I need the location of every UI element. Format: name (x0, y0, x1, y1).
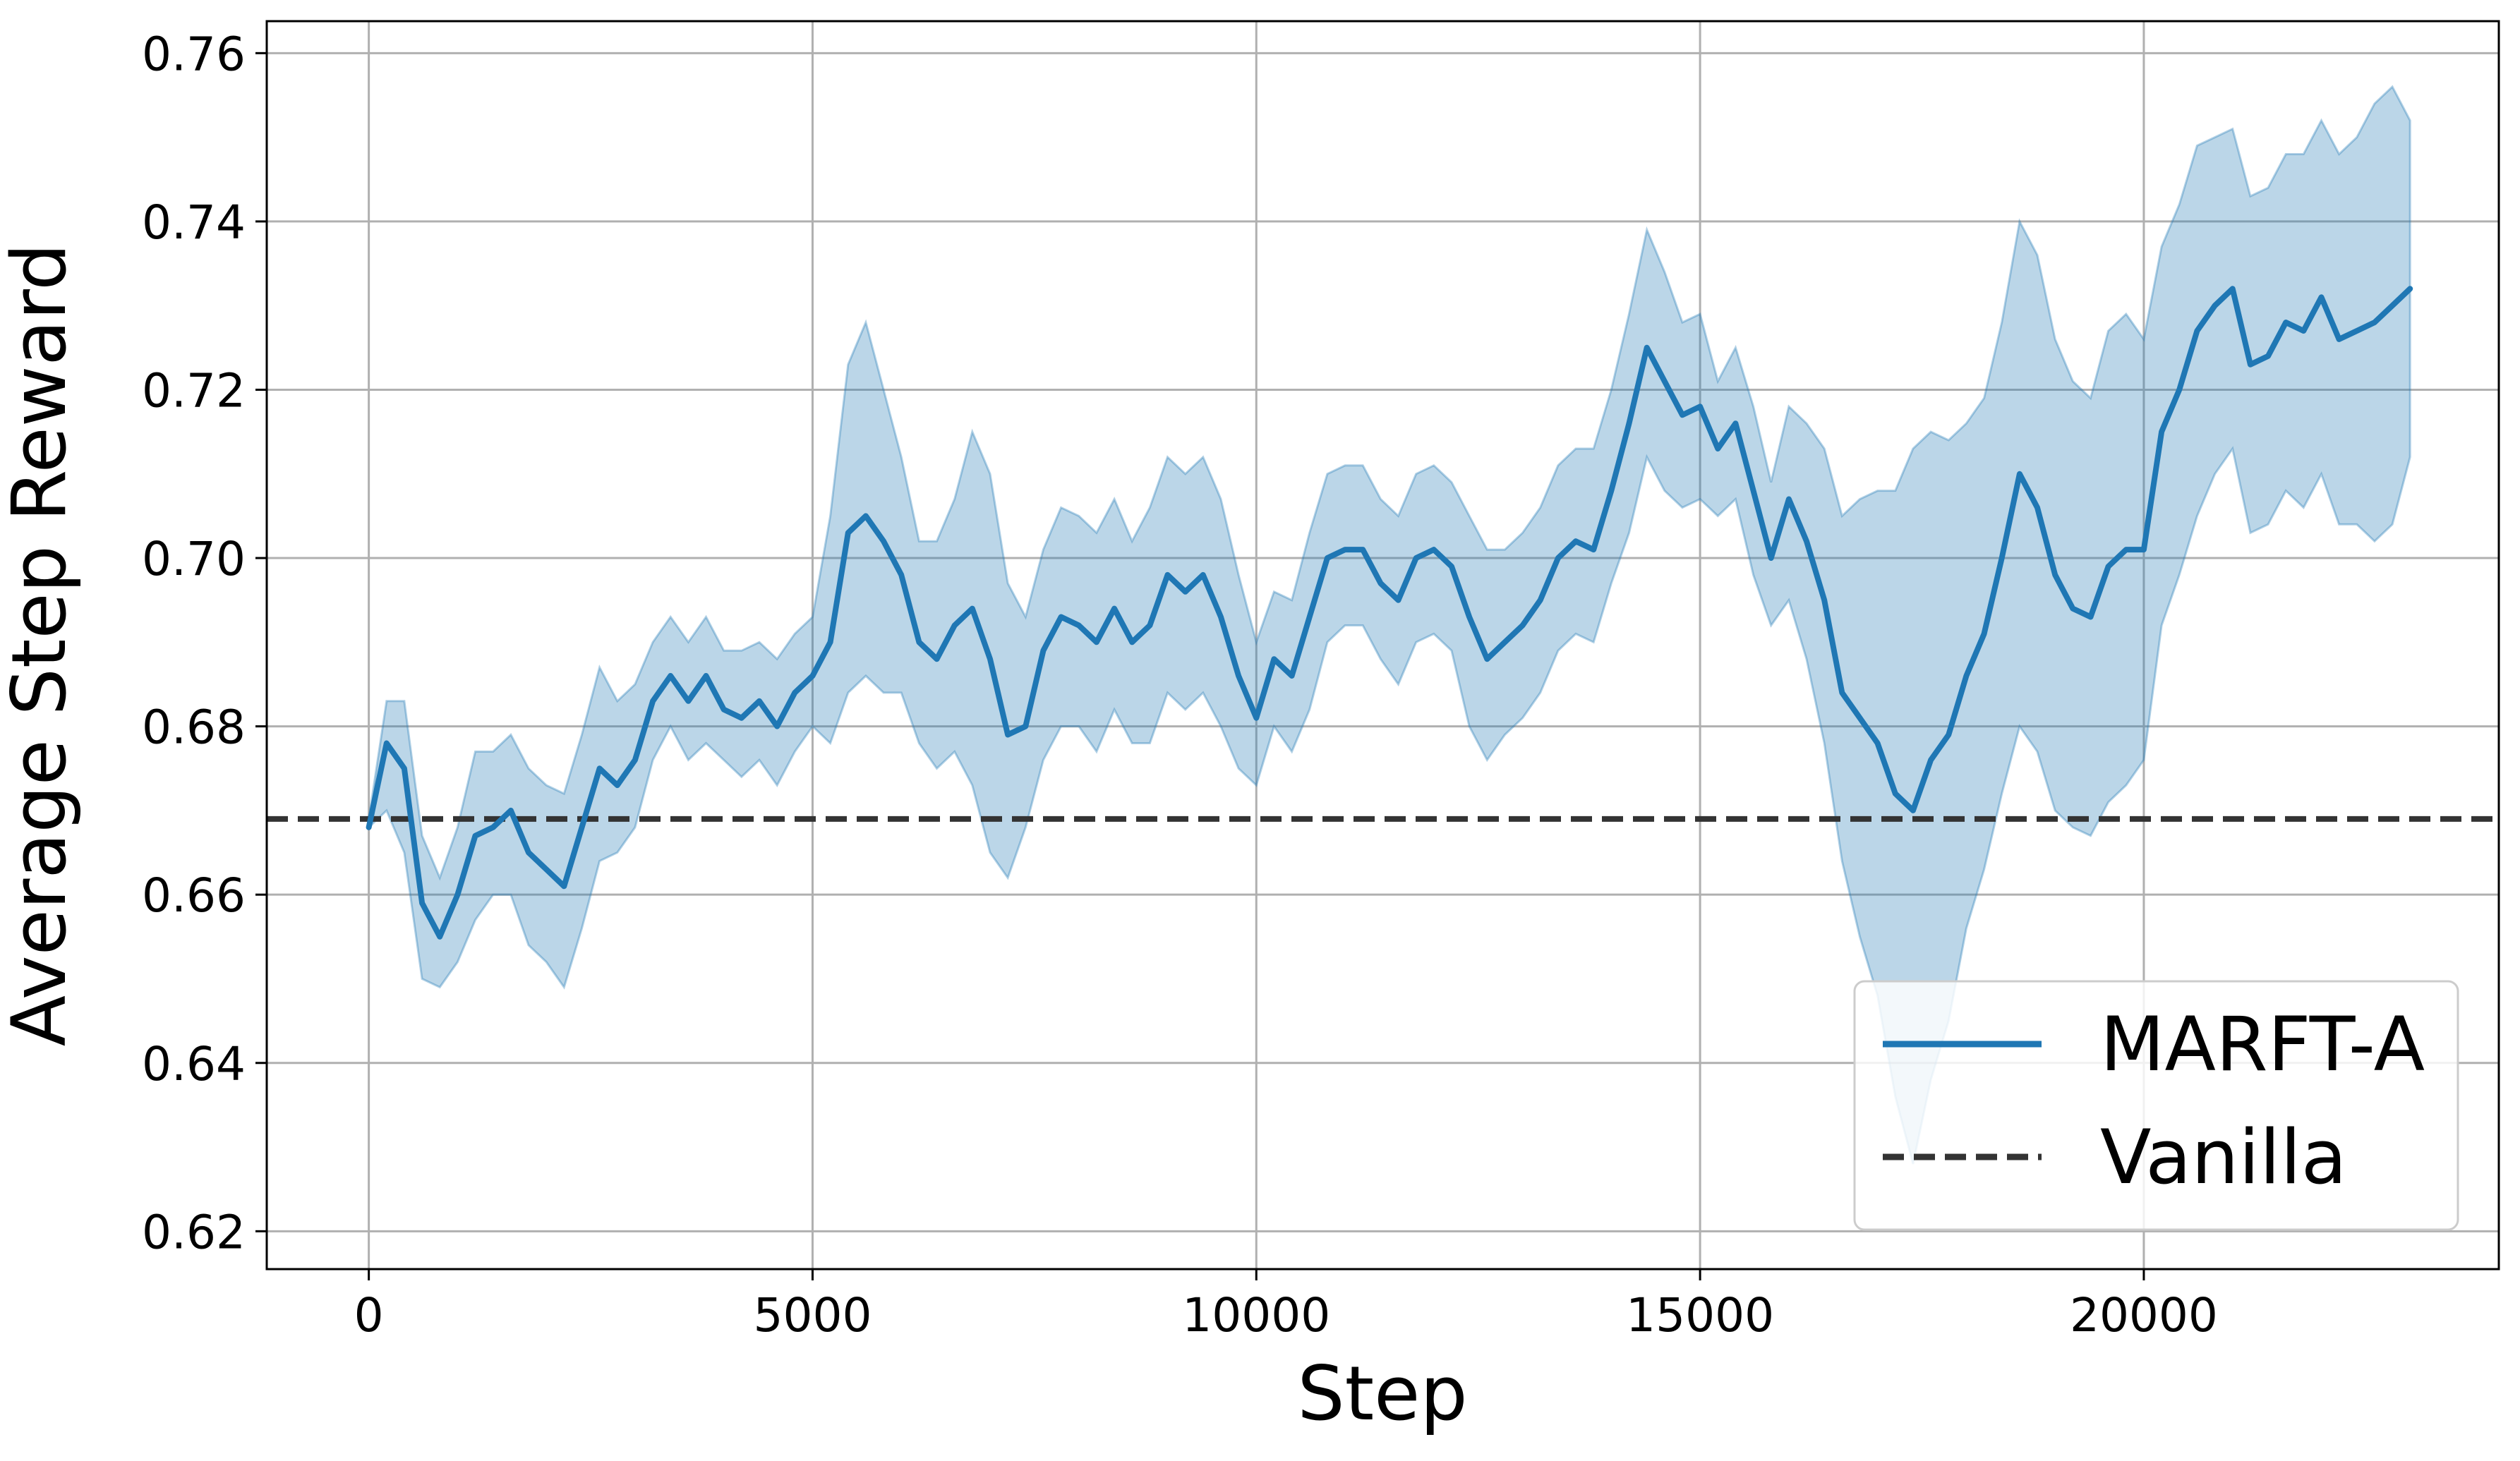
x-tick-label: 10000 (1182, 1288, 1330, 1342)
legend: MARFT-A Vanilla (1853, 980, 2459, 1231)
x-tick-label: 15000 (1626, 1288, 1774, 1342)
y-tick-label: 0.76 (142, 27, 246, 81)
axis-ticks: 0 5000 10000 15000 20000 0.62 0.64 0.66 0.68 0.70… (142, 27, 2218, 1342)
series-line-layer (366, 286, 2413, 940)
legend-label-marft-a: MARFT-A (2100, 1001, 2425, 1088)
y-tick-label: 0.64 (142, 1037, 246, 1091)
y-tick-label: 0.74 (142, 195, 246, 250)
y-tick-label: 0.70 (142, 532, 246, 586)
y-tick-label: 0.66 (142, 868, 246, 923)
x-tick-label: 20000 (2070, 1288, 2218, 1342)
plot-frame (265, 20, 2500, 1271)
y-tick-label: 0.68 (142, 701, 246, 755)
marft-a-confidence-band (368, 85, 2411, 1165)
x-tick-label: 5000 (753, 1288, 872, 1342)
confidence-band-layer (368, 85, 2411, 1165)
y-tick-label: 0.72 (142, 363, 246, 418)
legend-label-vanilla: Vanilla (2100, 1114, 2347, 1201)
marft-a-series-line (366, 286, 2413, 940)
x-tick-label: 0 (354, 1288, 384, 1342)
y-axis-label: Average Step Reward (0, 243, 83, 1047)
x-axis-label: Step (1297, 1350, 1467, 1437)
y-tick-label: 0.62 (142, 1205, 246, 1259)
